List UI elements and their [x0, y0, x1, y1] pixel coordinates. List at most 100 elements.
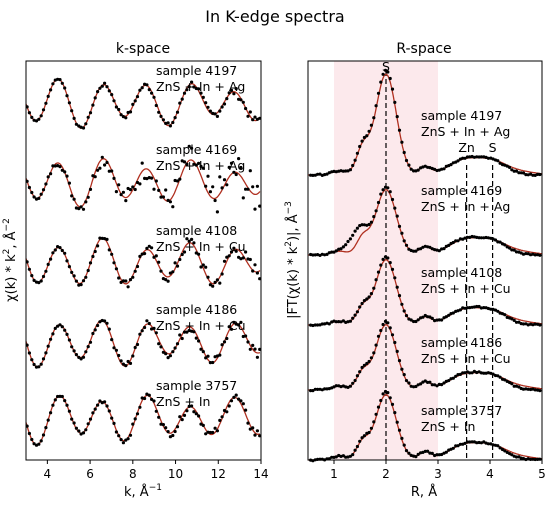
- r-data-point: [428, 166, 432, 170]
- r-data-point: [316, 172, 320, 176]
- k-data-point: [117, 183, 121, 187]
- k-data-point: [166, 121, 170, 125]
- k-data-point: [239, 165, 243, 170]
- k-data-point: [32, 195, 36, 199]
- k-data-point: [244, 408, 248, 412]
- k-data-point: [32, 442, 36, 446]
- r-data-point: [507, 246, 512, 250]
- r-data-point: [388, 396, 392, 400]
- k-data-point: [150, 397, 154, 401]
- r-data-point: [402, 373, 406, 377]
- k-data-point: [241, 100, 245, 104]
- k-data-point: [58, 323, 62, 327]
- k-data-point: [39, 439, 43, 443]
- r-data-point: [533, 388, 537, 392]
- r-data-point: [402, 239, 406, 243]
- k-sample-composition: ZnS + In: [156, 394, 210, 409]
- k-data-point: [246, 114, 250, 118]
- r-data-point: [325, 252, 329, 256]
- k-data-point: [199, 347, 203, 351]
- r-data-point: [456, 373, 460, 377]
- r-data-point: [486, 306, 490, 311]
- k-data-point: [145, 83, 149, 87]
- r-data-point: [414, 455, 418, 459]
- r-data-point: [351, 163, 355, 168]
- k-data-point: [241, 402, 245, 406]
- k-data-point: [253, 115, 257, 119]
- k-data-point: [218, 353, 222, 357]
- r-data-point: [388, 76, 392, 81]
- k-data-point: [138, 182, 142, 186]
- k-data-point: [229, 250, 234, 254]
- k-data-point: [173, 178, 177, 183]
- k-data-point: [98, 399, 102, 403]
- k-data-point: [133, 99, 137, 103]
- k-data-point: [51, 82, 55, 86]
- k-data-point: [180, 336, 184, 341]
- k-data-point: [251, 118, 255, 122]
- k-data-point: [103, 237, 107, 241]
- k-data-point: [41, 188, 46, 192]
- r-data-point: [496, 444, 500, 448]
- k-data-point: [234, 393, 238, 397]
- k-data-point: [126, 110, 130, 115]
- k-data-point: [81, 279, 86, 283]
- r-tick-label: 4: [486, 467, 494, 481]
- k-data-point: [237, 157, 241, 161]
- k-data-point: [74, 206, 78, 210]
- r-data-point: [479, 236, 483, 240]
- k-data-point: [140, 396, 144, 400]
- r-data-point: [409, 248, 413, 253]
- r-data-point: [390, 87, 395, 91]
- k-data-point: [98, 86, 102, 90]
- r-data-point: [386, 256, 390, 260]
- r-data-point: [379, 328, 383, 333]
- r-sample-name: sample 4197: [421, 108, 502, 123]
- k-data-point: [70, 270, 74, 274]
- r-data-point: [517, 385, 521, 389]
- r-data-point: [341, 319, 345, 323]
- r-data-point: [423, 379, 427, 383]
- r-sample-composition: ZnS + In + Cu: [421, 351, 511, 366]
- k-data-point: [112, 176, 116, 180]
- k-data-point: [220, 415, 224, 419]
- k-data-point: [140, 329, 144, 333]
- k-data-point: [199, 164, 203, 168]
- k-data-point: [96, 168, 100, 172]
- r-data-point: [426, 449, 430, 453]
- r-data-point: [327, 322, 331, 326]
- r-data-point: [341, 245, 345, 249]
- r-data-point: [419, 247, 423, 251]
- r-data-point: [374, 104, 378, 108]
- r-data-point: [442, 247, 446, 251]
- r-data-point: [468, 440, 472, 444]
- k-data-point: [32, 278, 36, 282]
- r-data-point: [388, 190, 392, 194]
- k-data-point: [180, 97, 184, 101]
- r-data-point: [433, 383, 437, 387]
- r-data-point: [477, 236, 481, 240]
- r-data-point: [442, 381, 446, 385]
- k-data-point: [93, 328, 97, 332]
- k-data-point: [93, 175, 97, 179]
- r-data-point: [376, 270, 381, 274]
- r-data-point: [475, 304, 479, 309]
- k-data-point: [253, 433, 257, 437]
- r-data-point: [311, 173, 315, 177]
- k-data-point: [44, 269, 48, 273]
- k-data-point: [124, 279, 128, 283]
- r-data-point: [353, 313, 357, 317]
- r-data-point: [367, 222, 371, 227]
- r-data-point: [346, 320, 350, 324]
- k-data-point: [168, 200, 172, 204]
- k-data-point: [91, 254, 95, 259]
- k-data-point: [255, 271, 259, 275]
- r-data-point: [444, 244, 448, 248]
- r-data-point: [365, 361, 369, 366]
- r-data-point: [426, 380, 430, 384]
- r-data-point: [388, 261, 392, 265]
- r-data-point: [430, 451, 434, 455]
- k-data-point: [171, 120, 175, 125]
- k-data-point: [211, 111, 215, 115]
- r-data-point: [362, 434, 366, 438]
